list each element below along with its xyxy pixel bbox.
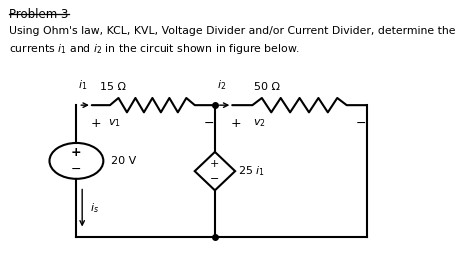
Text: +: +: [210, 159, 219, 169]
Text: +: +: [70, 146, 81, 159]
Text: $v_1$: $v_1$: [109, 117, 121, 129]
Text: −: −: [356, 117, 366, 130]
Text: $i_1$: $i_1$: [78, 78, 88, 92]
Text: 25 $i_1$: 25 $i_1$: [238, 164, 265, 178]
Text: +: +: [91, 117, 101, 130]
Text: −: −: [210, 174, 219, 184]
Text: Problem 3: Problem 3: [9, 8, 68, 21]
Text: currents $i_1$ and $i_2$ in the circuit shown in figure below.: currents $i_1$ and $i_2$ in the circuit …: [9, 42, 301, 56]
Text: 20 V: 20 V: [111, 156, 137, 166]
Text: $i_s$: $i_s$: [90, 201, 99, 215]
Text: Using Ohm's law, KCL, KVL, Voltage Divider and/or Current Divider, determine the: Using Ohm's law, KCL, KVL, Voltage Divid…: [9, 26, 456, 36]
Text: +: +: [231, 117, 241, 130]
Text: $i_2$: $i_2$: [217, 78, 226, 92]
Text: 15 Ω: 15 Ω: [100, 82, 126, 92]
Text: $v_2$: $v_2$: [253, 117, 265, 129]
Text: 50 Ω: 50 Ω: [254, 82, 280, 92]
Text: −: −: [71, 163, 81, 176]
Text: −: −: [204, 117, 214, 130]
